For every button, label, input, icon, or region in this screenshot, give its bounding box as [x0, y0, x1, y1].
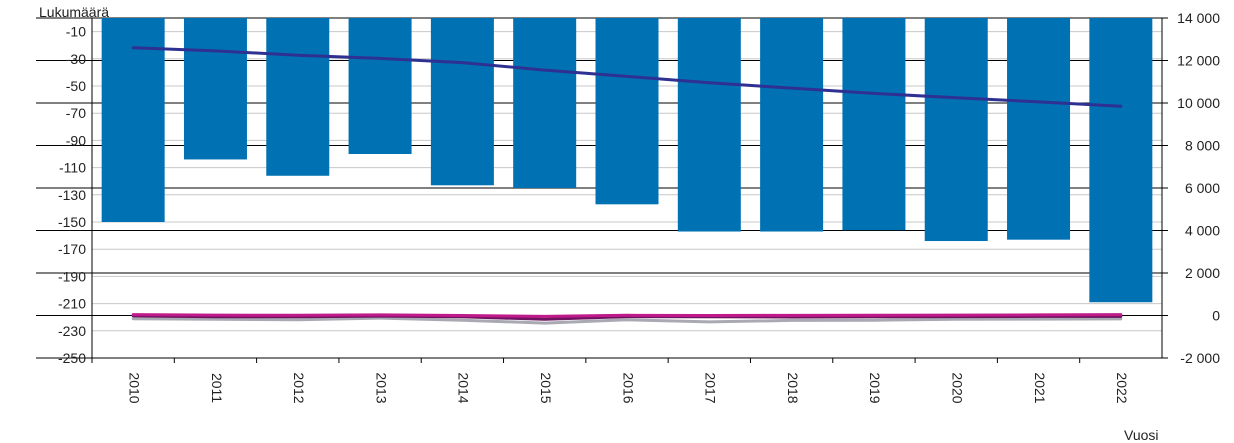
series-line-1	[131, 46, 1123, 108]
x-tick-label: 2012	[291, 372, 307, 403]
right-tick-label: 14 000	[1177, 10, 1220, 26]
bar-2021	[1007, 18, 1071, 240]
left-tick-label: -250	[58, 350, 86, 366]
bar-2012	[266, 18, 330, 176]
bar-2022	[1089, 18, 1153, 303]
y-axis-title: Lukumäärä	[39, 4, 109, 20]
right-tick-label: -2 000	[1180, 350, 1220, 366]
left-tick-label: -230	[58, 323, 86, 339]
x-tick-label: 2021	[1032, 372, 1048, 403]
right-tick-label: 2 000	[1185, 265, 1220, 281]
x-tick-label: 2011	[209, 373, 225, 403]
right-tick-label: 10 000	[1177, 95, 1220, 111]
bar-2017	[677, 18, 741, 232]
x-tick-label: 2022	[1114, 372, 1130, 403]
bar-2016	[595, 18, 659, 205]
left-tick-label: -210	[58, 296, 86, 312]
left-tick-label: -190	[58, 268, 86, 284]
left-tick-label: -170	[58, 241, 86, 257]
bar-2020	[924, 18, 988, 242]
x-tick-label: 2016	[620, 372, 636, 403]
x-axis-title: Vuosi	[1124, 427, 1159, 443]
x-tick-label: 2019	[867, 372, 883, 403]
right-tick-label: 8 000	[1185, 138, 1220, 154]
axes	[91, 18, 1163, 359]
x-tick-label: 2020	[950, 372, 966, 403]
left-tick-label: -90	[66, 132, 86, 148]
right-tick-label: 6 000	[1185, 180, 1220, 196]
right-axis-ticks: 14 000 12 000 10 000 8 000 6 000 4 000 2 000 0 -…	[1177, 10, 1220, 366]
bar-2018	[760, 18, 824, 232]
left-tick-label: -150	[58, 214, 86, 230]
bar-2014	[430, 18, 494, 186]
right-tick-label: 12 000	[1177, 53, 1220, 69]
left-tick-label: -70	[66, 105, 86, 121]
x-tick-label: 2013	[373, 372, 389, 403]
x-tick-label: 2018	[785, 372, 801, 403]
x-tick-label: 2017	[703, 372, 719, 403]
left-axis-ticks: -10 -30 -50 -70 -90 -110 -130 -150 -170 -190 -210 -…	[58, 24, 86, 366]
left-tick-label: -50	[66, 78, 86, 94]
x-tick-label: 2015	[538, 372, 554, 403]
bar-2019	[842, 18, 906, 231]
bar-2013	[348, 18, 412, 154]
x-tick-label: 2010	[126, 372, 142, 403]
left-tick-label: -110	[59, 160, 86, 176]
bar-2010	[101, 18, 165, 222]
right-tick-label: 4 000	[1185, 223, 1220, 239]
right-tick-label: 0	[1212, 308, 1220, 324]
x-tick-label: 2014	[456, 372, 472, 403]
x-axis-ticks: 2010 2011 2012 2013 2014 2015 2016 2017 2018 2019…	[91, 358, 1130, 404]
left-tick-label: -130	[58, 187, 86, 203]
series-line-4	[131, 313, 1123, 318]
left-tick-label: -30	[66, 51, 86, 67]
left-tick-label: -10	[66, 24, 86, 40]
bar-2011	[183, 18, 247, 160]
bars	[101, 18, 1153, 303]
series-line-2	[131, 316, 1123, 325]
series-lines	[131, 46, 1123, 325]
bar-2015	[513, 18, 577, 188]
